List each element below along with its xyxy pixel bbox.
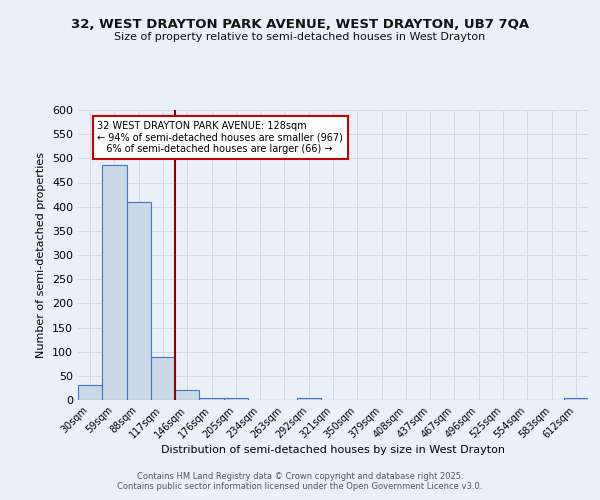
Bar bbox=[175, 390, 199, 400]
X-axis label: Distribution of semi-detached houses by size in West Drayton: Distribution of semi-detached houses by … bbox=[161, 446, 505, 456]
Bar bbox=[199, 398, 224, 400]
Text: Contains public sector information licensed under the Open Government Licence v3: Contains public sector information licen… bbox=[118, 482, 482, 491]
Bar bbox=[151, 358, 175, 400]
Y-axis label: Number of semi-detached properties: Number of semi-detached properties bbox=[37, 152, 46, 358]
Bar bbox=[564, 398, 588, 400]
Text: Contains HM Land Registry data © Crown copyright and database right 2025.: Contains HM Land Registry data © Crown c… bbox=[137, 472, 463, 481]
Text: 32 WEST DRAYTON PARK AVENUE: 128sqm
← 94% of semi-detached houses are smaller (9: 32 WEST DRAYTON PARK AVENUE: 128sqm ← 94… bbox=[97, 120, 343, 154]
Bar bbox=[78, 384, 102, 400]
Text: Size of property relative to semi-detached houses in West Drayton: Size of property relative to semi-detach… bbox=[115, 32, 485, 42]
Bar bbox=[102, 164, 127, 400]
Bar bbox=[296, 398, 321, 400]
Bar bbox=[127, 202, 151, 400]
Bar bbox=[224, 398, 248, 400]
Text: 32, WEST DRAYTON PARK AVENUE, WEST DRAYTON, UB7 7QA: 32, WEST DRAYTON PARK AVENUE, WEST DRAYT… bbox=[71, 18, 529, 30]
